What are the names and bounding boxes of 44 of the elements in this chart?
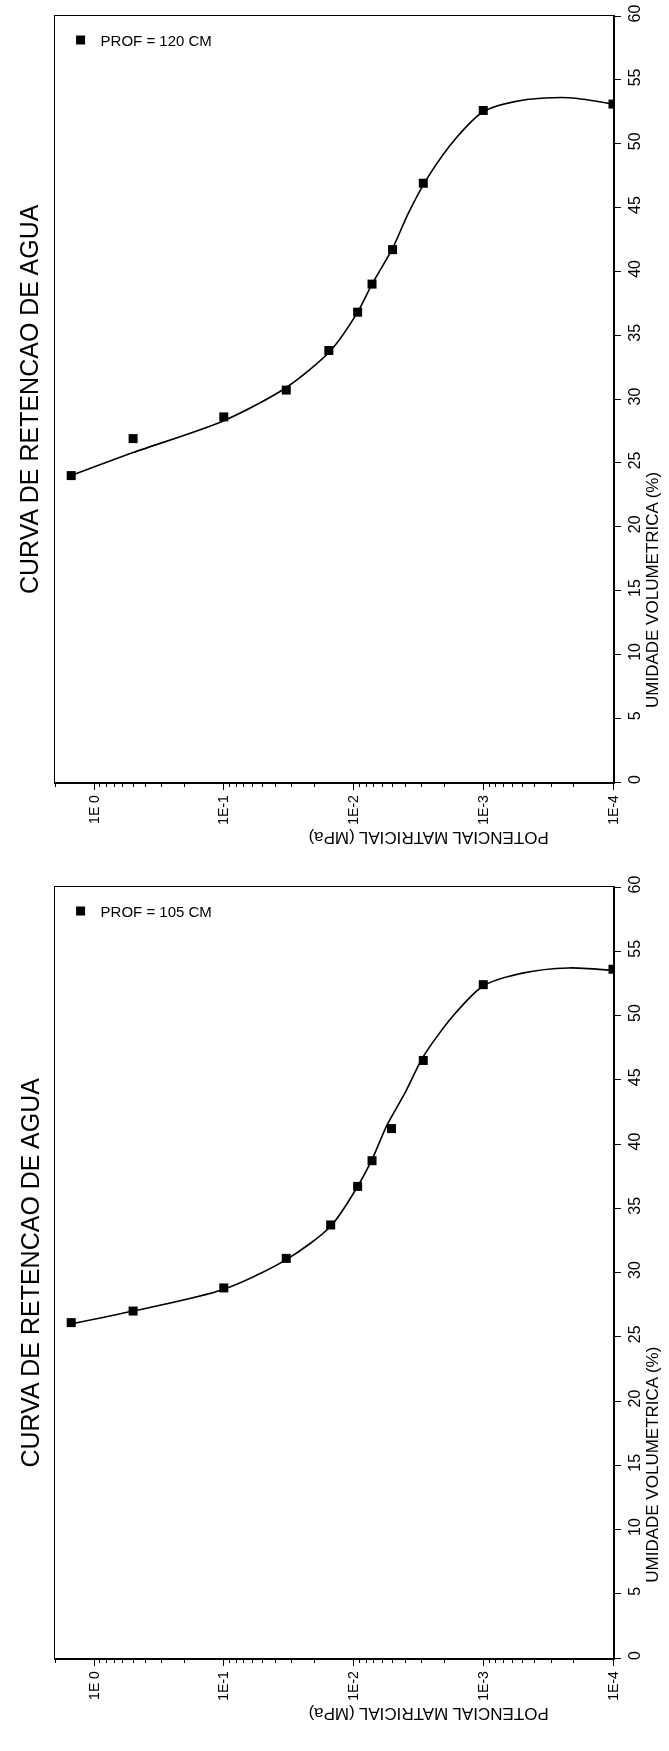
x-tick-label: 1E-3: [474, 1670, 491, 1701]
y-tick-label: 15: [625, 579, 643, 597]
y-axis-title: UMIDADE VOLUMETRICA (%): [643, 471, 662, 708]
legend-label: PROF = 105 CM: [100, 902, 212, 920]
y-axis-title: UMIDADE VOLUMETRICA (%): [643, 1346, 663, 1583]
y-tick-label: 60: [625, 875, 643, 894]
x-axis-title: POTENCIAL MATRICIAL (MPa): [308, 1704, 549, 1723]
x-tick-label: 1E-3: [474, 794, 491, 825]
y-tick-label: 5: [625, 1586, 643, 1596]
y-tick-label: 60: [625, 4, 643, 23]
y-tick-label: 10: [625, 1518, 643, 1536]
text: CURVA DE RETENCAO DE AGUA: [15, 204, 43, 594]
x-tick-label: 1E-2: [345, 794, 362, 825]
y-tick-label: 0: [625, 775, 643, 785]
y-tick-label: 45: [625, 196, 643, 214]
y-tick-label: 50: [625, 1004, 643, 1022]
y-tick-label: 30: [625, 1261, 643, 1279]
y-tick-label: 45: [625, 1068, 643, 1087]
x-tick-label: 1E-4: [604, 1670, 621, 1701]
y-tick-label: 15: [625, 1453, 643, 1472]
x-tick-label: 1E-1: [215, 794, 232, 825]
text: CURVA DE RETENCAO DE AGUA: [15, 1077, 44, 1468]
y-tick-label: 10: [625, 642, 643, 661]
x-tick-label: 1E-1: [215, 1670, 232, 1701]
x-tick-label: 1E-2: [345, 1670, 362, 1701]
y-tick-label: 35: [625, 323, 643, 342]
legend-label: PROF = 120 CM: [100, 31, 212, 49]
y-tick-label: 50: [625, 132, 643, 151]
y-tick-label: 30: [625, 387, 643, 406]
y-tick-label: 25: [625, 1325, 643, 1344]
x-axis-title: POTENCIAL MATRICIAL (MPa): [308, 828, 549, 847]
y-tick-label: 20: [625, 515, 643, 534]
y-tick-label: 5: [625, 711, 643, 721]
y-tick-label: 35: [625, 1196, 643, 1215]
x-tick-label: 1E 0: [85, 1670, 102, 1700]
x-tick-label: 1E 0: [85, 794, 102, 824]
y-tick-label: 40: [625, 1132, 643, 1151]
y-tick-label: 0: [625, 1651, 643, 1661]
y-tick-label: 40: [625, 259, 643, 278]
x-tick-label: 1E-4: [604, 794, 621, 825]
y-tick-label: 55: [625, 939, 643, 958]
y-tick-label: 25: [625, 451, 643, 470]
y-tick-label: 20: [625, 1389, 643, 1408]
y-tick-label: 55: [625, 68, 643, 87]
